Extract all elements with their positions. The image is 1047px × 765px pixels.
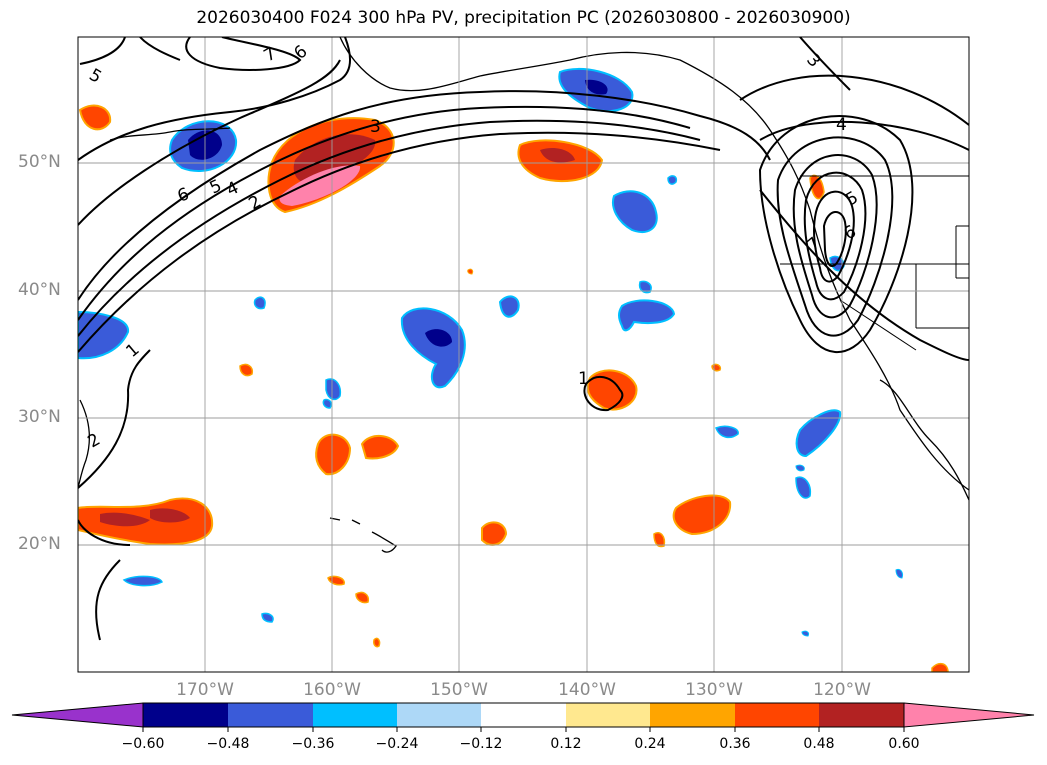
colorbar-tick-label: 0.12	[550, 736, 582, 752]
pv-contours	[78, 37, 969, 641]
lon-label-140w: 140°W	[558, 680, 616, 700]
colorbar	[11, 702, 1035, 732]
pv-contour-labels: 7 6 5 3 2 1 6 5 4 2 1 3 4 5 6 7	[85, 42, 862, 453]
plot-frame	[77, 36, 970, 673]
colorbar-underflow-triangle	[11, 702, 144, 728]
lon-label-160w: 160°W	[303, 680, 361, 700]
lon-label-130w: 130°W	[685, 680, 743, 700]
lat-label-20n: 20°N	[18, 534, 61, 554]
svg-text:4: 4	[836, 115, 847, 135]
colorbar-swatch	[313, 703, 397, 727]
lat-label-50n: 50°N	[18, 152, 61, 172]
colorbar-swatch	[819, 703, 904, 727]
svg-text:6: 6	[841, 222, 860, 245]
svg-text:3: 3	[370, 117, 381, 137]
colorbar-swatch	[228, 703, 313, 727]
lon-label-120w: 120°W	[813, 680, 871, 700]
colorbar-overflow-triangle	[903, 702, 1035, 728]
lon-label-170w: 170°W	[176, 680, 234, 700]
coastlines	[78, 37, 969, 553]
map-title: 2026030400 F024 300 hPa PV, precipitatio…	[196, 8, 851, 28]
svg-text:3: 3	[802, 50, 824, 71]
colorbar-swatch	[566, 703, 650, 727]
colorbar-tick-label: −0.60	[121, 736, 165, 752]
lon-label-150w: 150°W	[430, 680, 488, 700]
svg-text:5: 5	[207, 176, 225, 199]
svg-text:6: 6	[290, 42, 311, 64]
colorbar-tick-label: −0.36	[291, 736, 335, 752]
colorbar-tick-label: 0.36	[719, 736, 751, 752]
svg-text:5: 5	[843, 188, 862, 211]
gridlines	[78, 37, 969, 672]
colorbar-tick-label: 0.60	[888, 736, 920, 752]
colorbar-tick-label: −0.48	[206, 736, 250, 752]
svg-text:1: 1	[122, 340, 143, 362]
svg-text:7: 7	[261, 44, 280, 67]
colorbar-swatch	[397, 703, 481, 727]
lat-label-40n: 40°N	[18, 280, 61, 300]
colorbar-tick-label: 0.48	[803, 736, 835, 752]
svg-text:2: 2	[85, 430, 104, 453]
colorbar-tick-label: −0.12	[459, 736, 503, 752]
colorbar-tick-label: −0.24	[375, 736, 419, 752]
colorbar-swatch	[481, 703, 566, 727]
lat-label-30n: 30°N	[18, 407, 61, 427]
svg-text:5: 5	[86, 65, 105, 88]
svg-text:6: 6	[175, 184, 192, 206]
colorbar-swatch	[143, 703, 228, 727]
colorbar-tick-label: 0.24	[634, 736, 666, 752]
colorbar-swatch	[735, 703, 819, 727]
svg-text:1: 1	[578, 369, 589, 389]
colorbar-swatch	[650, 703, 735, 727]
svg-text:2: 2	[246, 192, 265, 215]
